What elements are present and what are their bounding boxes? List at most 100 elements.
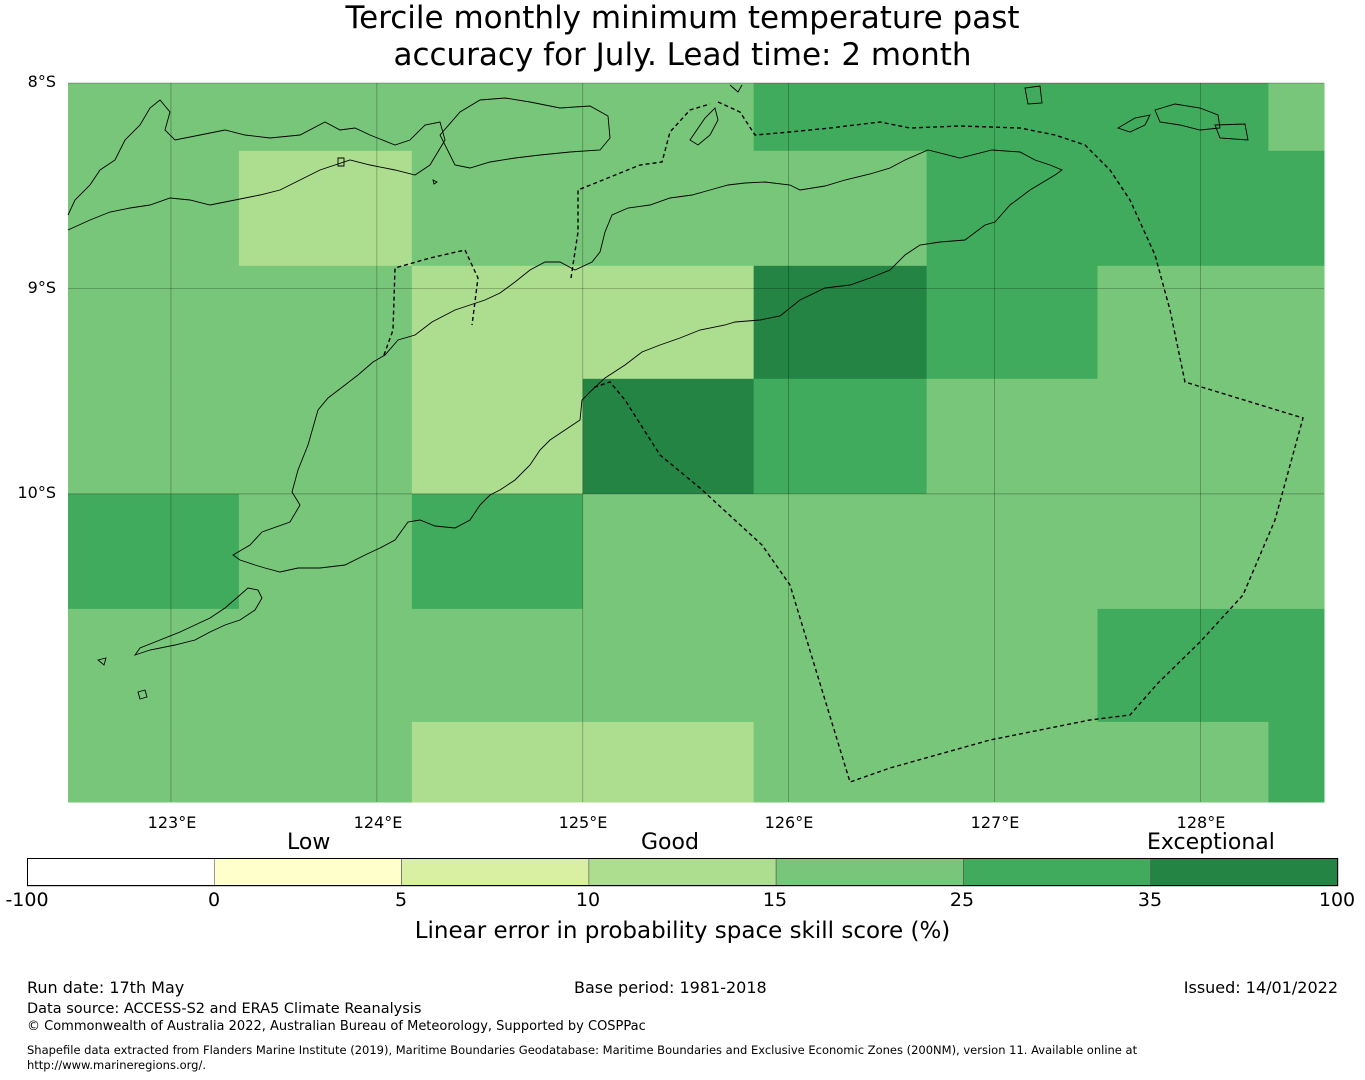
skill-cell [68, 83, 240, 152]
colorbar-tick-0: 0 [207, 889, 221, 911]
category-exceptional: Exceptional [1147, 830, 1275, 855]
skill-cell [238, 265, 413, 380]
skill-cell [238, 608, 413, 723]
skill-cell [582, 721, 755, 803]
skill-cell [1097, 378, 1269, 495]
skill-cell [582, 265, 755, 380]
graticule [68, 82, 1324, 802]
colorbar-segment [588, 858, 777, 887]
map-title: Tercile monthly minimum temperature past… [0, 0, 1365, 74]
colorbar-segment [1150, 858, 1339, 887]
colorbar-segment [27, 858, 215, 887]
maritime-boundaries [383, 101, 1304, 783]
issued-date: Issued: 14/01/2022 [1183, 978, 1338, 997]
shapefile-note: Shapefile data extracted from Flanders M… [27, 1043, 1138, 1072]
skill-cell [926, 150, 1099, 267]
skill-cell [411, 265, 584, 380]
skill-cell [68, 493, 240, 610]
colorbar [27, 858, 1339, 887]
colorbar-frame [27, 858, 1338, 886]
lat-label-8s: 8°S [27, 72, 56, 91]
run-date: Run date: 17th May [27, 978, 185, 997]
colorbar-segment [213, 858, 402, 887]
skill-cell [1268, 83, 1325, 152]
skill-cell [753, 608, 928, 723]
skill-cell [238, 378, 413, 495]
title-line-1: Tercile monthly minimum temperature past [345, 0, 1020, 36]
copyright: © Commonwealth of Australia 2022, Austra… [27, 1019, 646, 1034]
colorbar-tick-100: 100 [1318, 889, 1356, 911]
colorbar-segment [963, 858, 1152, 887]
colorbar-segment [401, 858, 590, 887]
category-low: Low [287, 830, 331, 855]
colorbar-label: Linear error in probability space skill … [414, 918, 951, 944]
coastline-wetar [1024, 85, 1249, 141]
skill-cell [926, 83, 1099, 152]
skill-cell [1268, 608, 1325, 723]
lon-label-128e: 128°E [1176, 813, 1226, 832]
skill-cell [753, 378, 928, 495]
skill-cell [1268, 721, 1325, 803]
coastline-atauro [689, 107, 719, 146]
lon-label-125e: 125°E [558, 813, 608, 832]
category-good: Good [641, 830, 699, 855]
skill-cell [411, 608, 584, 723]
skill-cell [753, 265, 928, 380]
skill-cell [926, 721, 1099, 803]
coastline-rote [133, 587, 263, 656]
colorbar-tick-minus100: -100 [5, 889, 49, 911]
skill-cell [411, 721, 584, 803]
colorbar-tick-25: 25 [949, 889, 975, 911]
coastline-small-islands [97, 84, 743, 700]
skill-cell [1097, 150, 1269, 267]
lon-label-126e: 126°E [764, 813, 814, 832]
skill-cell [1268, 493, 1325, 610]
boundary-north [570, 103, 711, 279]
base-period: Base period: 1981-2018 [574, 978, 767, 997]
skill-cell [926, 608, 1099, 723]
skill-cell [68, 721, 240, 803]
skill-cell [1097, 83, 1269, 152]
skill-cell [582, 378, 755, 495]
skill-cell [926, 493, 1099, 610]
skill-cell [238, 150, 413, 267]
colorbar-tick-35: 35 [1137, 889, 1163, 911]
skill-cell [238, 83, 413, 152]
colorbar-tick-10: 10 [575, 889, 601, 911]
skill-cell [926, 378, 1099, 495]
boundary-eez-timor-leste [591, 101, 1304, 783]
lon-label-127e: 127°E [970, 813, 1020, 832]
skill-cell [68, 150, 240, 267]
skill-cell [753, 493, 928, 610]
skill-cell [753, 83, 928, 152]
skill-cell [68, 265, 240, 380]
colorbar-tick-5: 5 [394, 889, 408, 911]
lat-label-10s: 10°S [17, 483, 56, 502]
coastline-timor [232, 149, 1063, 573]
lat-label-9s: 9°S [27, 278, 56, 297]
skill-grid [68, 83, 1325, 803]
skill-cell [1268, 378, 1325, 495]
skill-cell [1097, 493, 1269, 610]
skill-cell [68, 378, 240, 495]
skill-cell [582, 150, 755, 267]
lon-label-124e: 124°E [353, 813, 403, 832]
boundary-oecusse [383, 249, 479, 356]
skill-cell [1097, 721, 1269, 803]
coastline-alor [439, 97, 611, 169]
skill-cell [582, 608, 755, 723]
lon-label-123e: 123°E [147, 813, 197, 832]
colorbar-segment [775, 858, 964, 887]
skill-cell [753, 721, 928, 803]
skill-cell [68, 608, 240, 723]
skill-cell [582, 493, 755, 610]
skill-cell [238, 493, 413, 610]
coastline-flores [67, 99, 446, 231]
skill-cell [753, 150, 928, 267]
skill-cell [411, 150, 584, 267]
skill-cell [411, 83, 584, 152]
skill-cell [582, 83, 755, 152]
skill-cell [238, 721, 413, 803]
skill-cell [926, 265, 1099, 380]
